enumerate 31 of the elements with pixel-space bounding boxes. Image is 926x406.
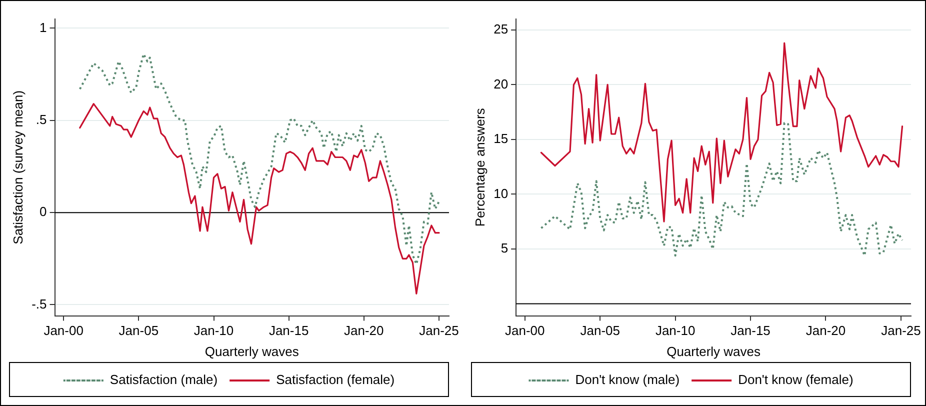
- legend-label: Don't know (male): [575, 372, 680, 388]
- x-tick-label: Jan-25: [419, 323, 459, 338]
- y-tick-label: 5: [500, 240, 508, 256]
- x-tick-label: Jan-20: [344, 323, 384, 338]
- y-tick-label: 10: [494, 186, 508, 201]
- x-tick-label: Jan-25: [881, 323, 921, 338]
- legend-label: Satisfaction (female): [276, 372, 395, 388]
- x-tick-label: Jan-10: [655, 323, 696, 338]
- y-tick-label: 0: [40, 204, 47, 220]
- x-tick-label: Jan-10: [194, 323, 234, 338]
- y-axis-title: Satisfaction (survey mean): [10, 90, 26, 244]
- x-axis-title: Quarterly waves: [666, 344, 761, 359]
- y-tick-label: -.5: [32, 296, 47, 312]
- y-tick-label: .5: [36, 112, 47, 127]
- legend-label: Don't know (female): [738, 372, 854, 388]
- y-tick-label: 15: [494, 131, 508, 146]
- x-tick-label: Jan-00: [505, 323, 545, 338]
- y-axis-title: Percentage answers: [472, 108, 488, 227]
- legend-label: Satisfaction (male): [110, 372, 218, 388]
- x-tick-label: Jan-20: [806, 323, 846, 338]
- x-axis-title: Quarterly waves: [204, 344, 300, 359]
- line-series: [540, 122, 904, 257]
- x-tick-label: Jan-00: [44, 323, 84, 338]
- y-tick-label: 20: [494, 76, 508, 92]
- x-tick-label: Jan-15: [268, 323, 309, 338]
- y-tick-label: 25: [494, 22, 508, 37]
- x-tick-label: Jan-05: [580, 323, 620, 338]
- x-tick-label: Jan-05: [118, 323, 159, 338]
- x-tick-label: Jan-15: [730, 323, 770, 338]
- line-series: [78, 53, 440, 266]
- y-tick-label: 1: [40, 20, 47, 35]
